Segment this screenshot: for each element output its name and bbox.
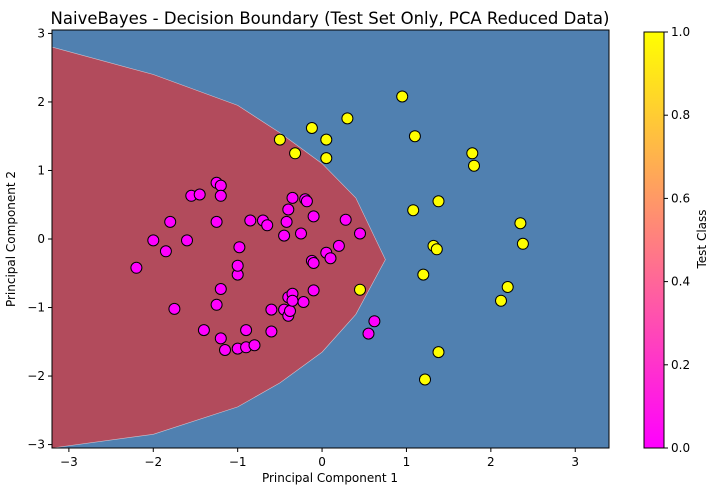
data-point-class-1 [495,294,507,307]
data-point-class-0 [233,241,246,254]
colorbar-tick-label: 0.0 [671,441,690,455]
data-point-class-0 [307,210,320,223]
data-point-class-0 [214,332,227,345]
data-point-class-0 [244,214,257,227]
data-point-class-0 [278,229,291,242]
data-point-class-0 [214,179,227,192]
data-point-class-1 [408,130,421,143]
x-tick-label: 3 [571,455,579,469]
data-point-class-1 [320,133,333,146]
data-point-class-0 [214,189,227,202]
data-point-class-0 [248,339,261,352]
x-tick-label: 2 [487,455,495,469]
colorbar-label: Test Class [695,209,706,269]
data-point-class-0 [339,213,352,226]
y-tick-label: 0 [37,232,45,246]
data-point-class-0 [164,215,177,228]
y-tick-label: −2 [27,369,45,383]
data-point-class-0 [265,325,278,338]
data-point-class-1 [501,281,514,293]
colorbar: 0.0 0.2 0.4 0.6 0.8 1.0 Test Class [643,25,706,455]
data-point-class-1 [273,133,286,146]
chart-title: NaiveBayes - Decision Boundary (Test Set… [51,9,610,28]
data-point-class-0 [354,227,366,240]
colorbar-gradient [643,31,665,449]
data-point-class-1 [320,152,333,165]
data-point-class-0 [307,284,320,297]
data-point-class-0 [210,298,223,311]
data-point-class-1 [466,147,479,160]
colorbar-tick-label: 0.8 [671,108,690,122]
data-point-class-0 [197,324,210,337]
data-point-class-0 [130,261,143,274]
colorbar-tick-label: 1.0 [671,25,690,39]
y-tick-label: 3 [37,26,45,40]
y-axis-ticks: −3 −2 −1 0 1 2 3 [27,26,52,452]
data-point-class-0 [214,283,227,295]
data-point-class-1 [305,122,318,134]
data-point-class-1 [417,268,430,281]
data-point-class-1 [514,217,527,230]
colorbar-ticks: 0.0 0.2 0.4 0.6 0.8 1.0 [664,25,690,455]
y-axis-label: Principal Component 2 [4,171,18,307]
colorbar-tick-label: 0.6 [671,191,690,205]
data-point-class-1 [407,204,420,217]
data-point-class-1 [432,195,445,208]
x-tick-label: 1 [403,455,411,469]
data-point-class-0 [368,315,381,328]
data-point-class-0 [240,324,253,337]
data-point-class-1 [289,147,302,160]
x-tick-label: 0 [318,455,326,469]
colorbar-tick-label: 0.2 [671,358,690,372]
y-tick-label: −3 [27,438,45,452]
x-tick-label: −2 [144,455,162,469]
x-axis-label: Principal Component 1 [262,471,398,485]
data-point-class-1 [354,283,366,296]
data-point-class-0 [210,215,223,228]
data-point-class-0 [307,257,320,269]
data-point-class-0 [297,296,310,308]
data-point-class-1 [396,90,409,103]
y-tick-label: 1 [37,163,45,177]
data-point-class-0 [193,188,206,201]
data-point-class-1 [430,243,443,256]
x-tick-label: −1 [229,455,247,469]
y-tick-label: 2 [37,95,45,109]
data-point-class-1 [468,159,480,172]
data-point-class-0 [181,234,193,247]
data-point-class-0 [231,259,244,272]
colorbar-tick-label: 0.4 [671,275,690,289]
data-point-class-0 [147,234,160,247]
data-point-class-0 [284,305,296,317]
data-point-class-0 [332,239,345,252]
data-point-class-0 [280,215,293,228]
data-point-class-0 [168,302,181,315]
data-point-class-1 [516,237,529,250]
plot-area [51,29,610,449]
x-tick-label: −3 [60,455,78,469]
data-point-class-0 [295,227,307,240]
data-point-class-0 [324,252,337,265]
class-0-decision-region [52,46,386,448]
data-point-class-0 [286,191,299,204]
data-point-class-0 [261,219,274,232]
scatter-points [130,90,529,386]
data-point-class-0 [362,327,375,340]
data-point-class-0 [219,344,231,356]
data-point-class-0 [159,245,172,258]
data-point-class-1 [419,373,431,386]
data-point-class-0 [300,195,313,208]
y-tick-label: −1 [27,301,45,315]
data-point-class-0 [286,294,299,307]
data-point-class-1 [341,112,354,125]
data-point-class-1 [432,346,445,359]
data-point-class-0 [282,203,295,216]
x-axis-ticks: −3 −2 −1 0 1 2 3 [60,448,579,469]
data-point-class-0 [265,303,278,316]
